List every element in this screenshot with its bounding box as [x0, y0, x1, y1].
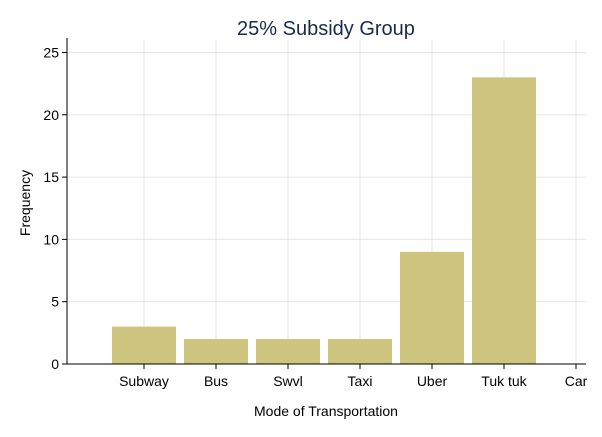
bar-tuk-tuk [472, 77, 536, 364]
x-tick-label: Tuk tuk [481, 373, 527, 389]
x-tick-label: Uber [417, 373, 448, 389]
y-tick-label: 15 [43, 169, 59, 185]
y-tick-label: 20 [43, 107, 59, 123]
bar-subway [112, 326, 176, 364]
bar-uber [400, 251, 464, 364]
bars-layer [112, 77, 536, 364]
x-tick-label: Bus [204, 373, 228, 389]
x-tick-label: Taxi [348, 373, 373, 389]
x-tick-label: Car [565, 373, 588, 389]
x-tick-label: Subway [119, 373, 169, 389]
bar-swvl [256, 339, 320, 364]
bar-taxi [328, 339, 392, 364]
y-axis-title: Frequency [17, 170, 33, 236]
labels-layer: 0 5 10 15 20 25 Subway Bus Swvl Taxi Uber Tuk tuk Ca… [43, 44, 587, 389]
y-tick-label: 0 [51, 356, 59, 372]
chart-title: 25% Subsidy Group [237, 18, 415, 40]
x-axis-title: Mode of Transportation [254, 403, 398, 419]
bar-bus [184, 339, 248, 364]
axes-layer [62, 38, 586, 369]
y-tick-label: 10 [43, 231, 59, 247]
y-tick-label: 5 [51, 294, 59, 310]
x-tick-label: Swvl [273, 373, 303, 389]
y-tick-label: 25 [43, 44, 59, 60]
